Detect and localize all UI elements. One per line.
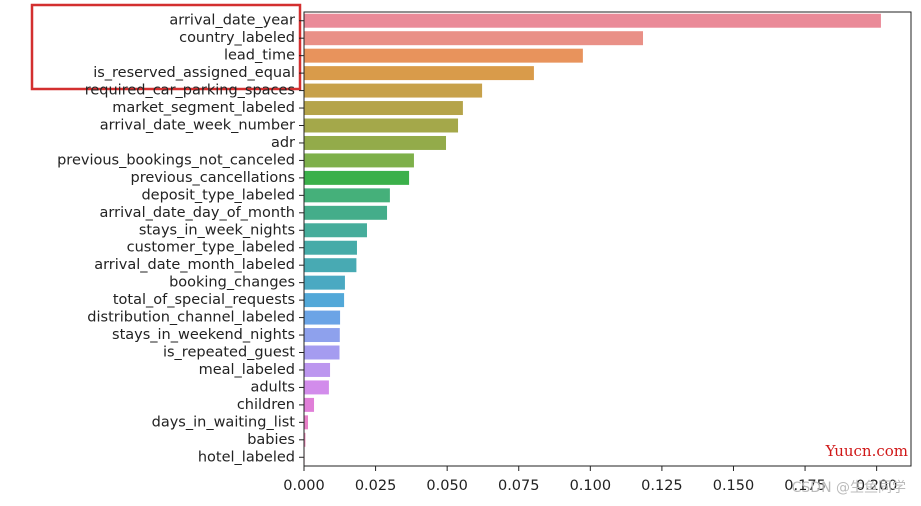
bar — [304, 362, 331, 377]
bar — [304, 345, 340, 360]
y-tick-label: customer_type_labeled — [127, 240, 295, 256]
bar — [304, 66, 534, 81]
bar — [304, 153, 414, 168]
bar — [304, 293, 345, 308]
x-tick-label: 0.100 — [570, 478, 612, 494]
watermark: CSDN @生鱼同学 — [792, 479, 906, 496]
y-tick-label: lead_time — [224, 48, 295, 64]
bar — [304, 432, 306, 447]
y-tick-label: arrival_date_month_labeled — [94, 257, 295, 273]
bar — [304, 223, 367, 238]
y-tick-label: booking_changes — [169, 275, 295, 291]
plot-frame — [303, 11, 912, 467]
highlight-box — [30, 3, 302, 91]
x-tick-label: 0.175 — [784, 478, 826, 494]
bar — [304, 415, 309, 430]
x-tick-label: 0.150 — [713, 478, 755, 494]
x-tick-label: 0.000 — [283, 478, 325, 494]
bar — [304, 240, 357, 255]
y-tick-label: is_reserved_assigned_equal — [93, 65, 295, 81]
y-tick-label: babies — [247, 432, 295, 448]
y-tick-label: days_in_waiting_list — [152, 414, 296, 430]
y-tick-label: adr — [271, 135, 295, 151]
y-tick-label: arrival_date_week_number — [100, 118, 295, 134]
y-tick-label: is_repeated_guest — [163, 345, 295, 361]
bar — [304, 188, 390, 203]
bar — [304, 48, 583, 63]
y-tick-label: stays_in_week_nights — [139, 222, 295, 238]
y-tick-label: adults — [250, 379, 295, 395]
y-tick-label: distribution_channel_labeled — [87, 310, 295, 326]
bar — [304, 118, 459, 133]
y-tick-label: deposit_type_labeled — [141, 187, 295, 203]
y-tick-label: previous_cancellations — [131, 170, 295, 186]
bar — [304, 170, 410, 185]
y-tick-label: country_labeled — [179, 30, 295, 46]
y-tick-label: total_of_special_requests — [113, 292, 295, 308]
bar — [304, 397, 315, 412]
bar — [304, 310, 341, 325]
y-tick-label: previous_bookings_not_canceled — [57, 152, 295, 168]
y-tick-label: stays_in_weekend_nights — [112, 327, 295, 343]
bar — [304, 380, 329, 395]
x-tick-label: 0.200 — [856, 478, 898, 494]
y-tick-label: children — [237, 397, 295, 413]
x-tick-label: 0.125 — [641, 478, 683, 494]
bar — [304, 258, 357, 273]
bar — [304, 83, 483, 98]
y-tick-label: arrival_date_year — [169, 13, 295, 29]
bar — [304, 101, 463, 116]
y-tick-label: required_car_parking_spaces — [85, 83, 295, 99]
bar — [304, 205, 388, 220]
watermark: Yuucn.com — [825, 442, 908, 460]
bar — [304, 31, 644, 46]
y-tick-label: market_segment_labeled — [112, 100, 295, 116]
x-tick-label: 0.050 — [426, 478, 468, 494]
y-tick-label: arrival_date_day_of_month — [100, 205, 295, 221]
x-tick-label: 0.025 — [355, 478, 397, 494]
bar — [304, 13, 881, 28]
bar — [304, 328, 340, 343]
x-tick-label: 0.075 — [498, 478, 540, 494]
y-tick-label: meal_labeled — [199, 362, 295, 378]
bar — [304, 135, 447, 150]
bar — [304, 275, 345, 290]
y-tick-label: hotel_labeled — [198, 449, 295, 465]
